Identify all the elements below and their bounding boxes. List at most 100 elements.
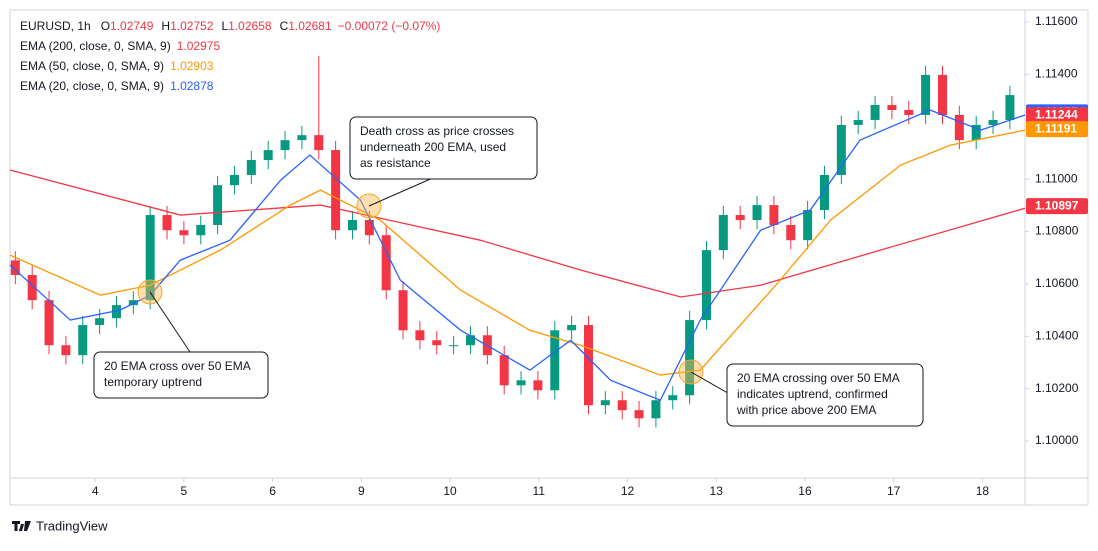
candle-body [971,124,981,141]
legend-entry: EMA (50, close, 0, SMA, 9) 1.02903 [20,59,214,73]
candle-body [685,320,695,396]
y-tick-label: 1.11400 [1035,67,1078,81]
legend-name: EMA (200, close, 0, SMA, 9) [20,39,171,53]
candle-body [870,105,880,120]
legend-value: 1.02903 [170,59,214,73]
legend-name: EMA (20, close, 0, SMA, 9) [20,79,164,93]
candle-body [280,140,290,151]
candle-body [701,250,711,321]
x-tick-label: 12 [621,484,635,498]
annotation-text: with price above 200 EMA [736,403,876,417]
ohlc-key: L [221,19,228,33]
candle-body [331,150,341,231]
candle-body [1005,95,1015,120]
x-tick-label: 11 [533,484,546,498]
candle-body [819,174,829,211]
candle-body [499,355,509,386]
candle-body [904,110,914,115]
price-badge [1026,121,1088,138]
symbol: EURUSD, 1h [20,19,91,33]
candle-body [314,135,324,151]
brand-logo [12,521,31,531]
candle-body [381,235,391,291]
candle-body [516,380,526,386]
candle-body [347,220,357,231]
candle-body [752,205,762,221]
x-tick-label: 17 [887,484,901,498]
annotation-text: 20 EMA crossing over 50 EMA [737,371,900,385]
candle-body [162,215,172,231]
annotation-text: temporary uptrend [104,375,202,389]
ohlc-value: 1.02681 [288,19,332,33]
y-tick-label: 1.10000 [1035,433,1079,447]
candle-body [668,395,678,401]
candle-body [229,174,239,186]
candle-body [533,380,543,391]
candle-body [398,290,408,331]
candle-body [988,119,998,125]
annotation-text: 20 EMA cross over 50 EMA [104,359,251,373]
candle-body [196,224,206,236]
ohlc-value: 1.02752 [170,19,214,33]
ohlc-value: 1.02658 [228,19,272,33]
candle-body [651,400,661,419]
candle-body [145,215,155,301]
candle-body [718,215,728,251]
candle-body [735,215,745,221]
ohlc-key: O [101,19,110,33]
y-tick-label: 1.10800 [1035,224,1079,238]
candle-body [617,400,627,411]
y-tick-label: 1.11000 [1035,171,1078,185]
candle-body [921,74,931,115]
annotation-connector [149,291,191,353]
legend-value: 1.02975 [177,39,221,53]
annotation-text: indicates uptrend, confirmed [737,387,888,401]
x-tick-label: 18 [976,484,990,498]
candle-body [567,325,577,331]
candle-body [263,150,273,161]
price-badge-label: 1.11191 [1035,121,1077,135]
ohlc-key: C [280,19,289,33]
annotation-box [726,363,924,427]
annotation-box [349,116,538,180]
legend-entry: EMA (20, close, 0, SMA, 9) 1.02878 [20,79,214,93]
x-tick-label: 16 [798,484,812,498]
candle-body [78,325,88,356]
candle-body [853,119,863,125]
legend-name: EMA (50, close, 0, SMA, 9) [20,59,164,73]
candle-body [246,160,256,175]
candle-body [449,345,459,347]
candle-body [95,318,105,326]
change: −0.00072 (−0.07%) [338,19,441,33]
price-badge [1026,198,1088,215]
brand: TradingView [36,518,108,533]
candle-body [600,400,610,406]
candle-body [432,340,442,346]
ema-line [9,129,1026,376]
candle-body [364,220,374,236]
candle-body [836,124,846,175]
legend-value: 1.02878 [170,79,214,93]
price-badge-label: 1.11244 [1035,107,1078,121]
candle-body [27,275,37,301]
candle-body [297,135,307,141]
header: EURUSD, 1h O1.02749 H1.02752 L1.02658 C1.026… [20,19,440,33]
ema-line [9,109,1026,402]
ohlc-key: H [161,19,170,33]
candle-body [10,260,20,276]
candle-body [179,230,189,236]
legend-entry: EMA (200, close, 0, SMA, 9) 1.02975 [20,39,220,53]
candle-body [954,114,964,141]
candle-body [769,205,779,225]
candle-body [465,335,475,346]
y-tick-label: 1.10600 [1035,276,1079,290]
candle-body [44,300,54,346]
candle-body [213,185,223,225]
ohlc-value: 1.02749 [110,19,154,33]
candle-body [415,330,425,341]
annotation-text: Death cross as price crosses [360,124,514,138]
candle-body [583,325,593,406]
ema-line [9,169,1026,298]
x-tick-label: 9 [358,484,365,498]
